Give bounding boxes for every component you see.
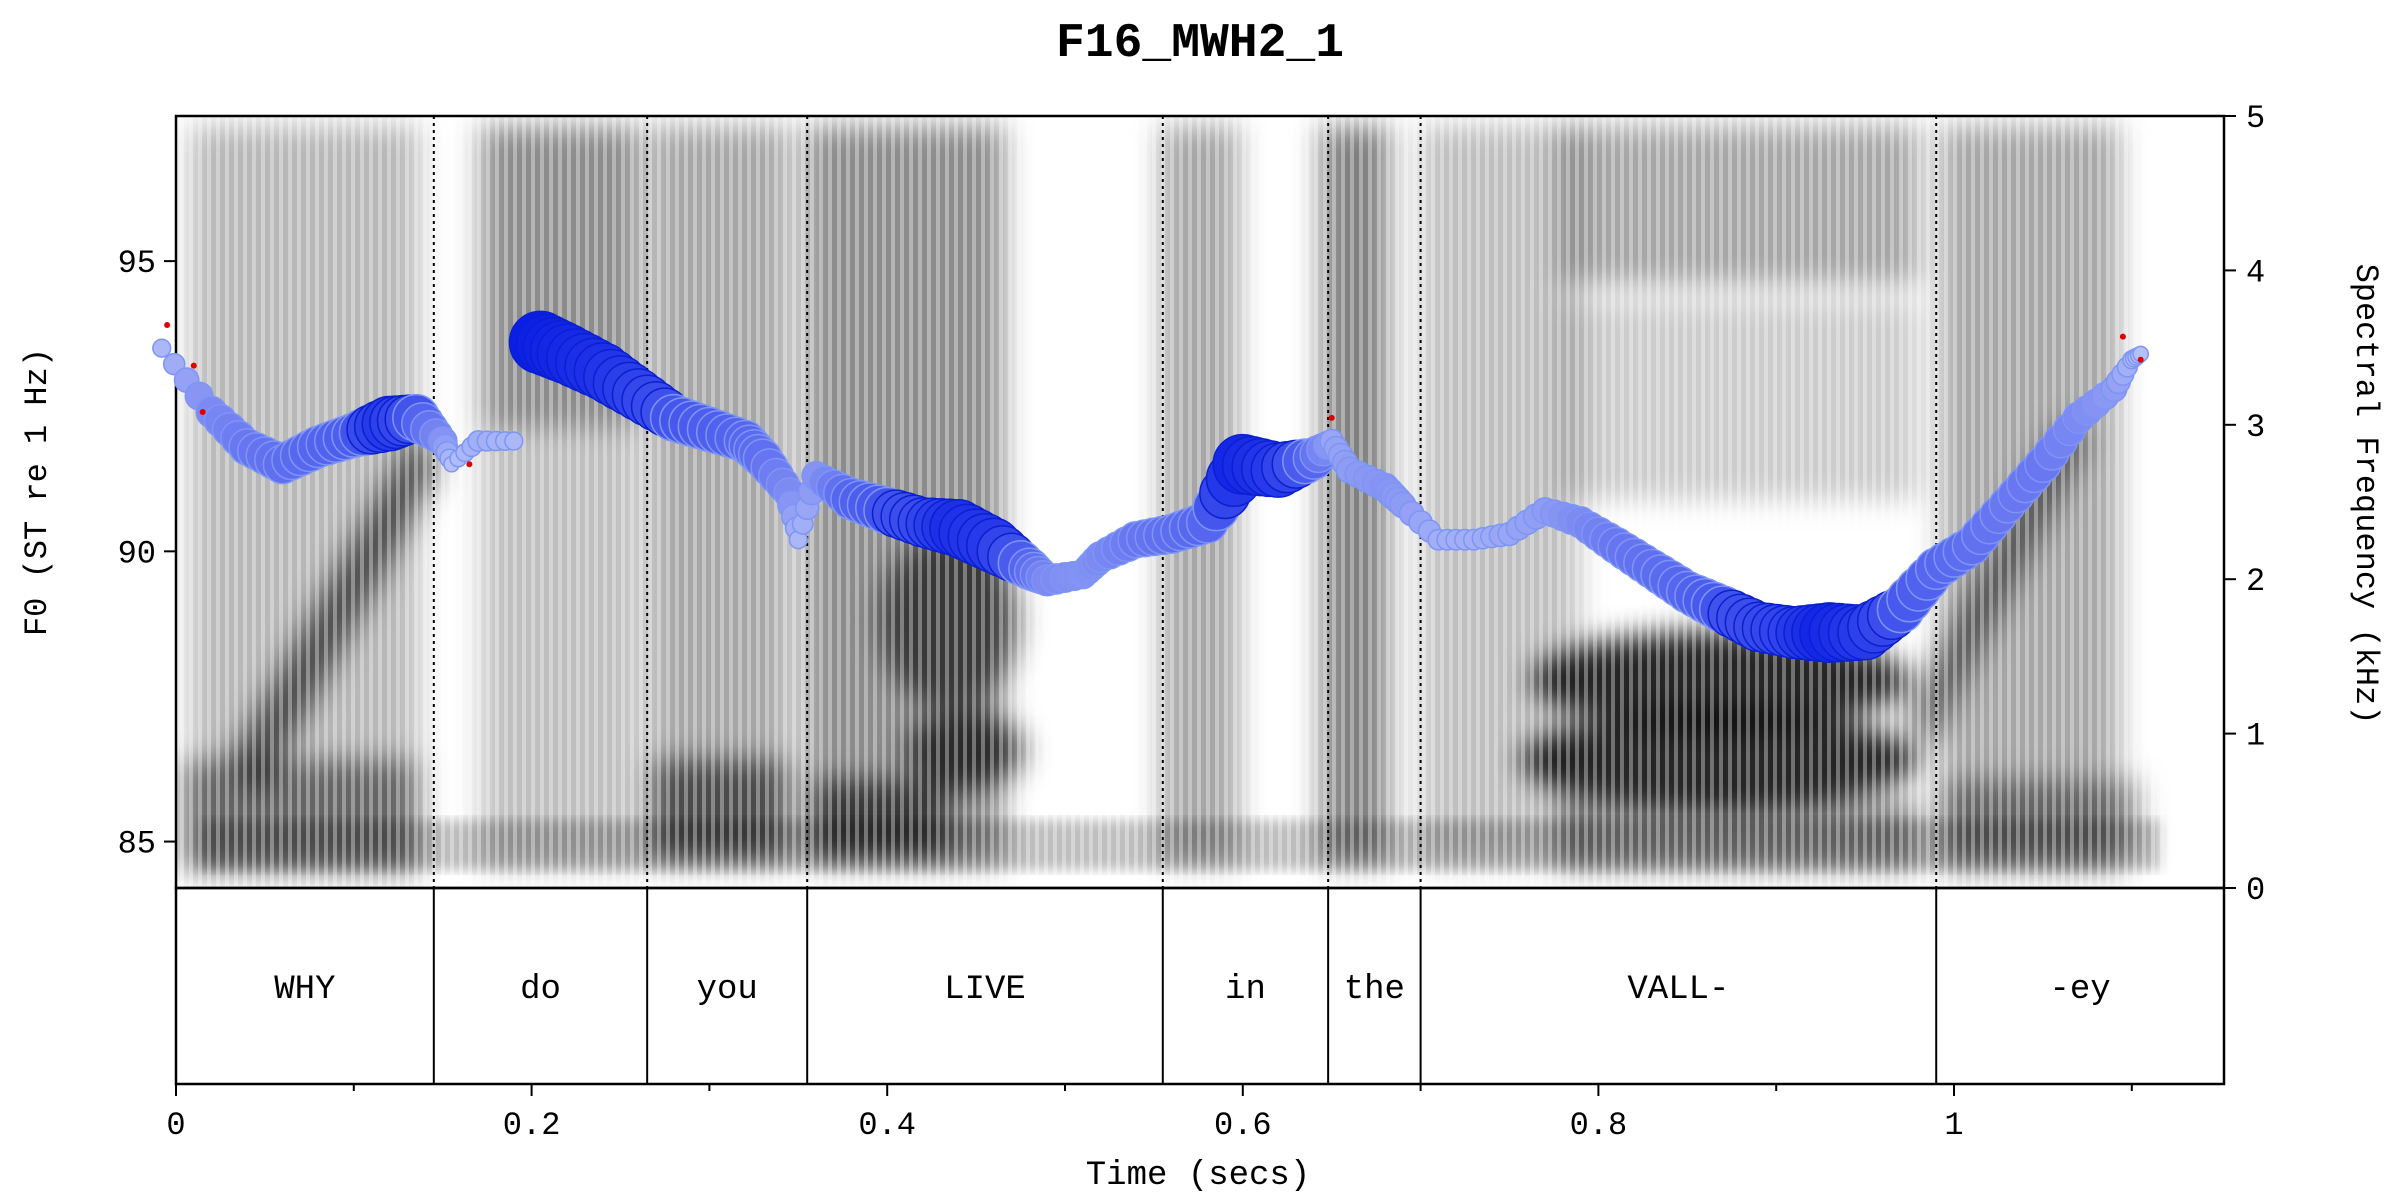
x-tick-label: 1 bbox=[1944, 1107, 1963, 1144]
segment-label: VALL- bbox=[1627, 971, 1729, 1009]
x-tick-label: 0.6 bbox=[1214, 1107, 1272, 1144]
f0-outliers bbox=[164, 321, 2144, 468]
y-right-tick-label: 3 bbox=[2246, 409, 2265, 446]
outlier-point bbox=[1328, 414, 1335, 421]
segment-label: you bbox=[697, 971, 758, 1009]
outlier-point bbox=[190, 362, 197, 369]
f0-points bbox=[152, 310, 2150, 664]
x-axis-label: Time (secs) bbox=[1086, 1157, 1310, 1195]
y-right-tick-label: 0 bbox=[2246, 872, 2265, 909]
x-tick-label: 0 bbox=[166, 1107, 185, 1144]
f0-point bbox=[504, 431, 524, 451]
x-tick-label: 0.8 bbox=[1570, 1107, 1628, 1144]
segment-label: LIVE bbox=[944, 971, 1026, 1009]
segment-label: in bbox=[1225, 971, 1266, 1009]
y-left-tick-label: 85 bbox=[118, 826, 156, 863]
y-axis-right-label: Spectral Frequency (kHz) bbox=[2347, 264, 2384, 725]
y-axis-left: 85 90 95 bbox=[118, 245, 176, 863]
segment-label: -ey bbox=[2050, 971, 2111, 1009]
y-axis-right: 0 1 2 3 4 5 bbox=[2224, 100, 2265, 909]
outlier-point bbox=[2119, 333, 2126, 340]
segment-label: WHY bbox=[274, 971, 335, 1009]
tier-frame bbox=[174, 886, 2226, 1086]
outlier-point bbox=[199, 409, 206, 416]
outlier-point bbox=[2137, 356, 2144, 363]
y-right-tick-label: 5 bbox=[2246, 100, 2265, 137]
y-right-tick-label: 2 bbox=[2246, 563, 2265, 600]
f0-point bbox=[152, 338, 172, 358]
x-tick-label: 0.4 bbox=[858, 1107, 916, 1144]
segment-label: do bbox=[520, 971, 561, 1009]
x-tick-label: 0.2 bbox=[503, 1107, 561, 1144]
y-right-tick-label: 1 bbox=[2246, 718, 2265, 755]
y-left-tick-label: 95 bbox=[118, 245, 156, 282]
x-axis: 0 0.2 0.4 0.6 0.8 1 bbox=[166, 1084, 2133, 1144]
y-left-tick-label: 90 bbox=[118, 535, 156, 572]
outlier-point bbox=[466, 461, 473, 468]
segment-label: the bbox=[1344, 971, 1405, 1009]
chart-title: F16_MWH2_1 bbox=[1056, 17, 1344, 71]
y-axis-left-label: F0 (ST re 1 Hz) bbox=[19, 348, 56, 636]
outlier-point bbox=[164, 321, 171, 328]
word-tier: WHY do you LIVE in the VALL- -ey bbox=[274, 888, 2111, 1084]
segment-boundaries bbox=[432, 116, 1938, 888]
y-right-tick-label: 4 bbox=[2246, 254, 2265, 291]
